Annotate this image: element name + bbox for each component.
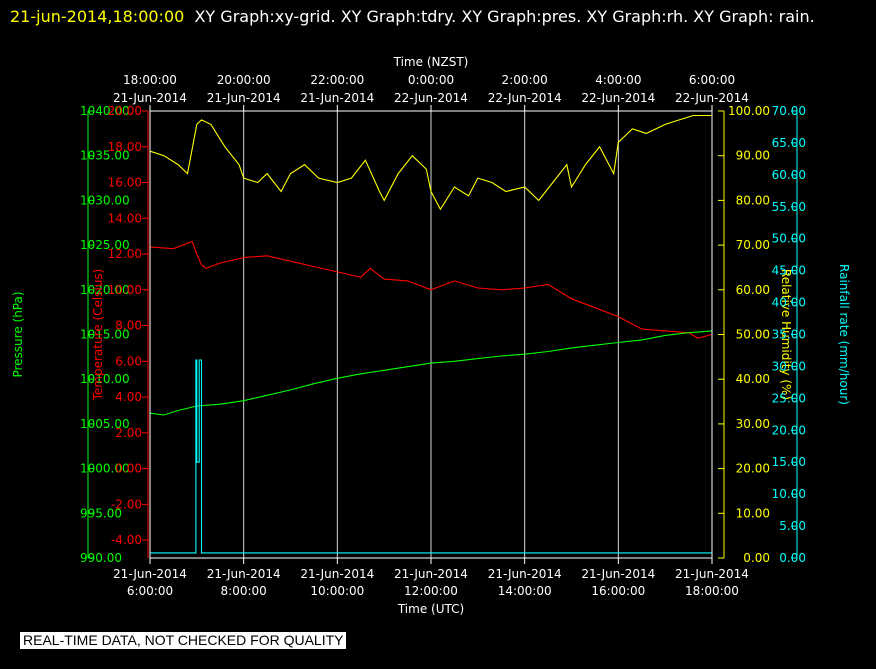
x-top-tick-time: 6:00:00 <box>689 73 735 87</box>
temperature-tick-label: -4.00 <box>111 533 142 547</box>
temperature-tick-label: 10.00 <box>108 283 142 297</box>
rain-tick-label: 15.00 <box>772 455 806 469</box>
x-top-tick-date: 21-Jun-2014 <box>207 91 281 105</box>
x-top-tick-time: 20:00:00 <box>217 73 271 87</box>
humidity-axis-label: Relative Humidity (%) <box>779 269 793 400</box>
rain-tick-label: 20.00 <box>772 423 806 437</box>
temperature-tick-label: 12.00 <box>108 247 142 261</box>
series-group <box>149 114 713 554</box>
temperature-axis-label: Temperature (Celsius) <box>91 269 105 402</box>
temperature-tick-label: 20.00 <box>108 104 142 118</box>
axes-group: 21-Jun-2014 6:00:00 21-Jun-2014 8:00:00 21-J… <box>11 55 851 616</box>
rain-tick-label: 50.00 <box>772 232 806 246</box>
pressure-series-line <box>149 330 713 416</box>
temperature-tick-label: 18.00 <box>108 140 142 154</box>
x-top-tick-time: 18:00:00 <box>123 73 177 87</box>
humidity-tick-label: 60.00 <box>736 283 770 297</box>
rain-tick-label: 30.00 <box>772 359 806 373</box>
pressure-tick-label: 990.00 <box>80 551 122 565</box>
temperature-tick-label: 8.00 <box>115 319 142 333</box>
temperature-tick-label: 16.00 <box>108 176 142 190</box>
x-top-tick-time: 2:00:00 <box>502 73 548 87</box>
rain-tick-label: 35.00 <box>772 328 806 342</box>
x-top-tick-time: 0:00:00 <box>408 73 454 87</box>
x-bottom-tick-date: 21-Jun-2014 <box>207 567 281 581</box>
pressure-tick-label: 1015.00 <box>80 328 130 342</box>
temperature-tick-label: -2.00 <box>111 497 142 511</box>
timestamp: 21-jun-2014,18:00:00 <box>10 7 185 26</box>
temperature-tick-label: 2.00 <box>115 426 142 440</box>
rain-tick-label: 5.00 <box>779 519 806 533</box>
rain-tick-label: 25.00 <box>772 391 806 405</box>
rain-tick-label: 45.00 <box>772 264 806 278</box>
pressure-tick-label: 1035.00 <box>80 149 130 163</box>
temperature-tick-label: 4.00 <box>115 390 142 404</box>
x-top-tick-date: 21-Jun-2014 <box>113 91 187 105</box>
pressure-tick-label: 1030.00 <box>80 193 130 207</box>
graph-list: XY Graph:xy-grid. XY Graph:tdry. XY Grap… <box>194 7 815 26</box>
x-top-label: Time (NZST) <box>393 55 469 69</box>
rain-tick-label: 60.00 <box>772 168 806 182</box>
x-bottom-tick-date: 21-Jun-2014 <box>581 567 655 581</box>
x-bottom-tick-date: 21-Jun-2014 <box>394 567 468 581</box>
pressure-tick-label: 995.00 <box>80 506 122 520</box>
x-top-tick-date: 22-Jun-2014 <box>581 91 655 105</box>
pressure-tick-label: 1000.00 <box>80 462 130 476</box>
rain-tick-label: 0.00 <box>779 551 806 565</box>
pressure-tick-label: 1020.00 <box>80 283 130 297</box>
x-top-tick-time: 22:00:00 <box>310 73 364 87</box>
pressure-tick-label: 1025.00 <box>80 238 130 252</box>
humidity-tick-label: 0.00 <box>743 551 770 565</box>
x-bottom-label: Time (UTC) <box>397 602 464 616</box>
pressure-tick-label: 1040.00 <box>80 104 130 118</box>
x-bottom-tick-time: 8:00:00 <box>221 584 267 598</box>
x-bottom-tick-date: 21-Jun-2014 <box>300 567 374 581</box>
x-bottom-tick-time: 18:00:00 <box>685 584 739 598</box>
humidity-series-line <box>149 114 712 211</box>
grid <box>243 111 619 558</box>
chart-header: 21-jun-2014,18:00:00 XY Graph:xy-grid. X… <box>10 3 870 30</box>
x-bottom-tick-time: 16:00:00 <box>591 584 645 598</box>
rain-tick-label: 65.00 <box>772 136 806 150</box>
humidity-tick-label: 20.00 <box>736 462 770 476</box>
x-top-tick-date: 22-Jun-2014 <box>488 91 562 105</box>
humidity-tick-label: 80.00 <box>736 193 770 207</box>
x-bottom-tick-time: 12:00:00 <box>404 584 458 598</box>
rain-tick-label: 70.00 <box>772 104 806 118</box>
x-top-tick-date: 21-Jun-2014 <box>300 91 374 105</box>
humidity-tick-label: 100.00 <box>728 104 770 118</box>
temperature-tick-label: 0.00 <box>115 462 142 476</box>
x-bottom-tick-date: 21-Jun-2014 <box>113 567 187 581</box>
x-top-tick-date: 22-Jun-2014 <box>675 91 749 105</box>
x-bottom-tick-time: 10:00:00 <box>310 584 364 598</box>
pressure-tick-label: 1005.00 <box>80 417 130 431</box>
humidity-tick-label: 90.00 <box>736 149 770 163</box>
x-bottom-tick-time: 14:00:00 <box>498 584 552 598</box>
quality-notice: REAL-TIME DATA, NOT CHECKED FOR QUALITY <box>20 632 347 649</box>
x-bottom-tick-date: 21-Jun-2014 <box>675 567 749 581</box>
humidity-tick-label: 70.00 <box>736 238 770 252</box>
pressure-tick-label: 1010.00 <box>80 372 130 386</box>
rain-series-line <box>150 359 712 554</box>
temperature-series-line <box>149 240 713 339</box>
humidity-tick-label: 40.00 <box>736 372 770 386</box>
x-top-tick-time: 4:00:00 <box>595 73 641 87</box>
humidity-tick-label: 50.00 <box>736 328 770 342</box>
pressure-axis-label: Pressure (hPa) <box>11 291 25 377</box>
temperature-tick-label: 6.00 <box>115 354 142 368</box>
temperature-tick-label: 14.00 <box>108 211 142 225</box>
humidity-tick-label: 30.00 <box>736 417 770 431</box>
x-bottom-tick-time: 6:00:00 <box>127 584 173 598</box>
rain-tick-label: 40.00 <box>772 296 806 310</box>
rain-tick-label: 55.00 <box>772 200 806 214</box>
x-top-tick-date: 22-Jun-2014 <box>394 91 468 105</box>
humidity-tick-label: 10.00 <box>736 506 770 520</box>
rain-axis-label: Rainfall rate (mm/hour) <box>837 264 851 405</box>
rain-tick-label: 10.00 <box>772 487 806 501</box>
x-bottom-tick-date: 21-Jun-2014 <box>488 567 562 581</box>
